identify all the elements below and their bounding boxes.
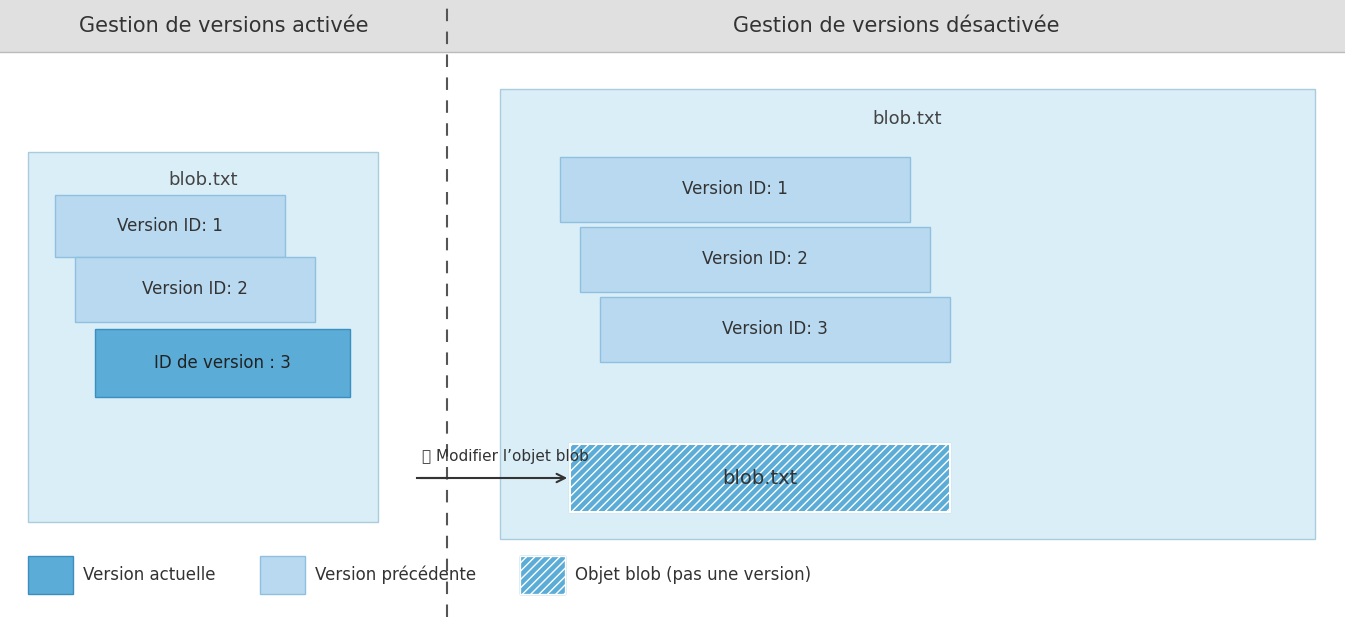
Bar [521,556,565,594]
Bar [95,329,350,397]
Text: Gestion de versions désactivée: Gestion de versions désactivée [733,16,1060,36]
Text: blob.txt: blob.txt [873,110,943,128]
Bar [55,195,285,257]
Text: Version ID: 3: Version ID: 3 [722,320,829,339]
Bar [75,257,315,322]
Bar [600,297,950,362]
Text: Version précédente: Version précédente [315,566,476,584]
Bar [570,444,950,512]
Text: Version ID: 1: Version ID: 1 [117,217,223,235]
Text: ID de version : 3: ID de version : 3 [155,354,291,372]
Bar [28,556,73,594]
Text: Version ID: 2: Version ID: 2 [702,251,808,268]
Text: Version ID: 2: Version ID: 2 [143,281,247,299]
Text: 🔧 Modifier l’objet blob: 🔧 Modifier l’objet blob [422,449,589,464]
Text: Objet blob (pas une version): Objet blob (pas une version) [576,566,811,584]
Bar [260,556,305,594]
Bar [500,89,1315,539]
Bar [560,157,911,222]
Bar [521,556,565,594]
Text: Version actuelle: Version actuelle [83,566,215,584]
Text: Gestion de versions activée: Gestion de versions activée [79,16,369,36]
Text: blob.txt: blob.txt [722,468,798,487]
Bar [580,227,929,292]
Bar [28,152,378,522]
Bar [447,0,1345,52]
Bar [0,0,447,52]
Text: blob.txt: blob.txt [168,171,238,189]
Bar [570,444,950,512]
Text: Version ID: 1: Version ID: 1 [682,181,788,199]
